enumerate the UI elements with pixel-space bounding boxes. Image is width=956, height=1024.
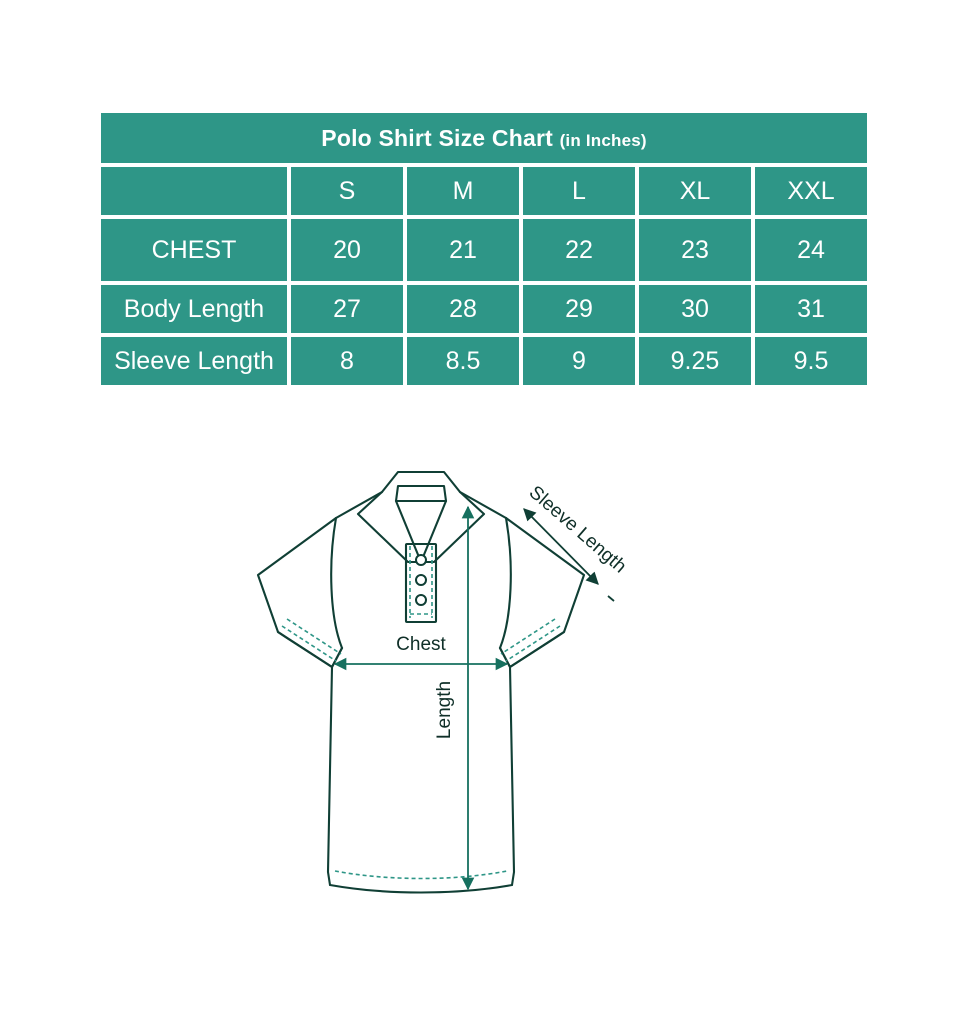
- size-chart-table: Polo Shirt Size Chart (in Inches) S M L …: [97, 109, 871, 389]
- cell-sleeve-length-l: 9: [523, 337, 635, 385]
- table-row-sleeve-length: Sleeve Length 8 8.5 9 9.25 9.5: [101, 337, 868, 385]
- cell-chest-s: 20: [291, 219, 403, 281]
- column-header-s: S: [291, 167, 403, 215]
- left-cuff-stitch-outer: [281, 625, 337, 662]
- row-label-sleeve-length: Sleeve Length: [101, 337, 287, 385]
- sleeve-length-measure-arrow: [523, 508, 599, 585]
- right-sleeve-outline: [498, 516, 586, 669]
- cell-body-length-xxl: 31: [755, 285, 868, 333]
- chest-label: Chest: [396, 634, 446, 655]
- row-label-chest: CHEST: [101, 219, 287, 281]
- left-shoulder-line: [334, 490, 384, 520]
- right-cuff-stitch-inner: [500, 618, 556, 655]
- collar-left-fold: [394, 499, 423, 564]
- left-cuff-stitch-inner: [286, 618, 342, 655]
- chart-title-unit: (in Inches): [559, 130, 647, 150]
- chart-title-main: Polo Shirt Size Chart: [321, 124, 553, 151]
- cell-body-length-s: 27: [291, 285, 403, 333]
- bottom-hem: [328, 883, 514, 894]
- shirt-outline-group: [256, 470, 586, 894]
- column-header-m: M: [407, 167, 519, 215]
- button-placket: [404, 542, 438, 624]
- size-chart-table-container: Polo Shirt Size Chart (in Inches) S M L …: [101, 113, 868, 385]
- table-row-body-length: Body Length 27 28 29 30 31: [101, 285, 868, 333]
- column-header-xl: XL: [639, 167, 751, 215]
- right-armhole-seam: [498, 516, 512, 650]
- right-shoulder-line: [458, 490, 508, 520]
- polo-shirt-diagram: Chest Length Sleeve Length: [236, 452, 716, 922]
- left-sleeve-outline: [256, 516, 344, 669]
- sleeve-length-measure-group: Sleeve Length: [523, 482, 630, 602]
- hem-stitch: [334, 870, 508, 880]
- left-cuff-edge: [276, 630, 334, 669]
- cell-sleeve-length-m: 8.5: [407, 337, 519, 385]
- cell-chest-xxl: 24: [755, 219, 868, 281]
- table-header-row: S M L XL XXL: [101, 167, 868, 215]
- chest-measure-group: Chest: [333, 634, 509, 671]
- header-corner-cell: [101, 167, 287, 215]
- cell-sleeve-length-xl: 9.25: [639, 337, 751, 385]
- body-right-side: [498, 646, 516, 887]
- button-1-icon: [415, 554, 427, 566]
- table-row-chest: CHEST 20 21 22 23 24: [101, 219, 868, 281]
- collar-right-fold: [419, 499, 448, 564]
- cell-chest-l: 22: [523, 219, 635, 281]
- button-2-icon: [415, 574, 427, 586]
- cell-body-length-l: 29: [523, 285, 635, 333]
- right-cuff-edge: [508, 630, 566, 669]
- cell-body-length-m: 28: [407, 285, 519, 333]
- collar-inner-band: [394, 484, 448, 503]
- table-title-row: Polo Shirt Size Chart (in Inches): [101, 113, 868, 163]
- placket-buttons-group: [415, 554, 427, 606]
- length-label: Length: [434, 681, 455, 739]
- cell-chest-m: 21: [407, 219, 519, 281]
- stitching-group: [281, 546, 561, 880]
- cell-body-length-xl: 30: [639, 285, 751, 333]
- length-measure-group: Length: [434, 505, 475, 891]
- button-3-icon: [415, 594, 427, 606]
- column-header-l: L: [523, 167, 635, 215]
- body-left-side: [326, 646, 344, 887]
- collar-outline: [356, 470, 486, 564]
- sleeve-length-tick: [607, 595, 615, 602]
- chart-title: Polo Shirt Size Chart (in Inches): [101, 113, 868, 163]
- right-cuff-stitch-outer: [505, 625, 561, 662]
- cell-chest-xl: 23: [639, 219, 751, 281]
- cell-sleeve-length-s: 8: [291, 337, 403, 385]
- cell-sleeve-length-xxl: 9.5: [755, 337, 868, 385]
- column-header-xxl: XXL: [755, 167, 868, 215]
- left-armhole-seam: [330, 516, 344, 650]
- row-label-body-length: Body Length: [101, 285, 287, 333]
